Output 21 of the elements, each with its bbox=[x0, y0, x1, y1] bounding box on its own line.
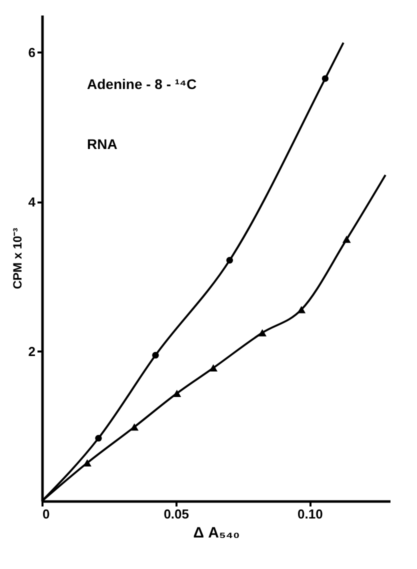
x-tick-label: 0.10 bbox=[298, 506, 323, 522]
point bbox=[83, 459, 92, 466]
x-tick-label: 0.05 bbox=[164, 506, 189, 522]
annotation: Adenine - 8 - ¹⁴C bbox=[87, 76, 197, 92]
point bbox=[130, 423, 139, 431]
x-axis-title: Δ A₅₄₀ bbox=[193, 524, 240, 542]
y-tick-label: 2 bbox=[28, 344, 36, 359]
point bbox=[152, 352, 159, 359]
point bbox=[258, 329, 266, 336]
point bbox=[297, 306, 306, 314]
point bbox=[342, 236, 351, 243]
point bbox=[95, 434, 102, 442]
x-tick-label: 0 bbox=[42, 506, 50, 522]
point bbox=[322, 75, 329, 82]
y-tick-label: 6 bbox=[28, 44, 36, 60]
annotation: RNA bbox=[87, 136, 118, 152]
y-tick-label: 4 bbox=[28, 194, 36, 210]
point bbox=[172, 390, 182, 397]
point bbox=[226, 256, 234, 264]
point bbox=[209, 364, 218, 372]
y-axis-title: CPM x 10⁻³ bbox=[10, 228, 24, 290]
